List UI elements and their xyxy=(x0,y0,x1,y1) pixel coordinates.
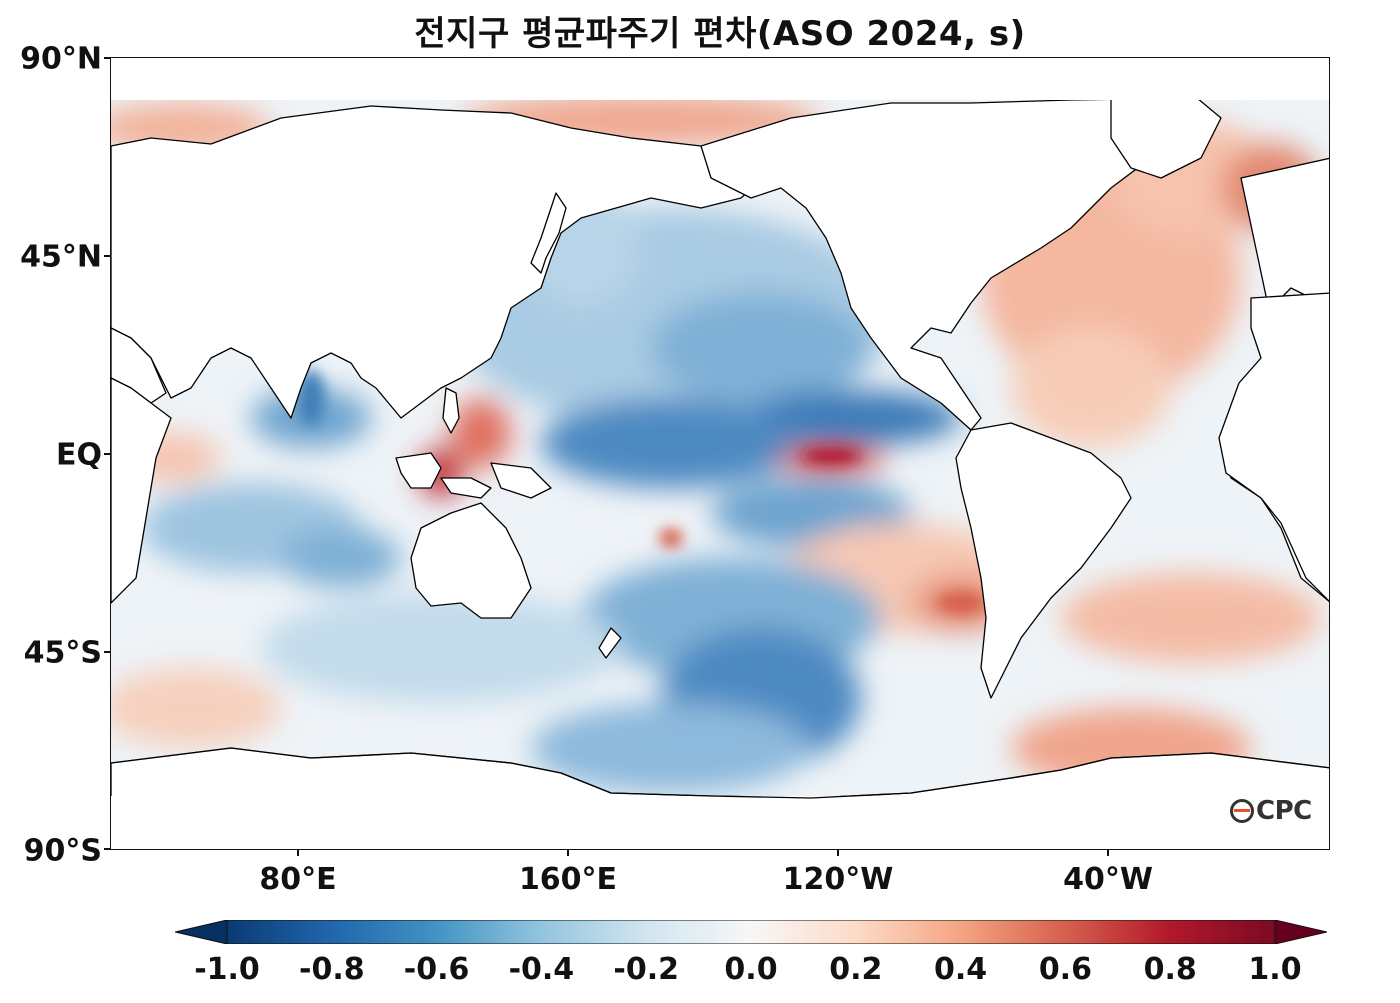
colorbar-tick-label: 0.2 xyxy=(829,952,883,987)
anomaly-field xyxy=(111,100,1329,796)
colorbar-extend-max xyxy=(1274,920,1327,944)
ocpc-logo-text: CPC xyxy=(1256,796,1312,826)
colorbar-gradient xyxy=(226,920,1276,944)
colorbar-tick-label: 0.0 xyxy=(724,952,778,987)
lon-tick-mark xyxy=(1107,850,1109,856)
lat-tick-90n: 90°N xyxy=(20,41,102,77)
colorbar-tick-label: -0.4 xyxy=(508,952,575,987)
lon-tick-160e: 160°E xyxy=(518,862,618,897)
colorbar-tick-label: 0.6 xyxy=(1038,952,1092,987)
lat-tick-mark xyxy=(104,255,110,257)
colorbar-tick-label: 1.0 xyxy=(1248,952,1302,987)
lat-tick-mark xyxy=(104,848,110,850)
colorbar-tick-label: -0.6 xyxy=(403,952,470,987)
map-title: 전지구 평균파주기 편차(ASO 2024, s) xyxy=(414,14,1026,54)
lat-tick-mark xyxy=(104,453,110,455)
antarctic-coastline xyxy=(111,747,1329,799)
map-panel xyxy=(110,57,1330,850)
colorbar-tick-label: -0.8 xyxy=(298,952,365,987)
colorbar-tick-label: -0.2 xyxy=(613,952,679,987)
lat-tick-45n: 45°N xyxy=(20,239,102,275)
colorbar-tick-label: 0.8 xyxy=(1143,952,1197,987)
colorbar-tick-label: 0.4 xyxy=(934,952,988,987)
lon-tick-80e: 80°E xyxy=(259,862,337,897)
colorbar-tick-label: -1.0 xyxy=(194,952,260,987)
lat-tick-eq: EQ xyxy=(56,437,102,473)
lat-tick-mark xyxy=(104,57,110,59)
lat-tick-mark xyxy=(104,651,110,653)
ocpc-logo: CPC xyxy=(1230,796,1312,826)
ocpc-logo-mark-icon xyxy=(1230,799,1254,823)
no-data-band-south xyxy=(111,796,1329,849)
lat-tick-90s: 90°S xyxy=(23,833,102,869)
lon-tick-mark xyxy=(837,850,839,856)
colorbar xyxy=(175,920,1327,944)
lon-tick-120w: 120°W xyxy=(782,862,894,897)
lon-tick-40w: 40°W xyxy=(1063,862,1153,897)
no-data-band-north xyxy=(111,58,1329,100)
lon-tick-mark xyxy=(297,850,299,856)
lon-tick-mark xyxy=(567,850,569,856)
wave-period-anomaly-map xyxy=(111,58,1329,849)
colorbar-extend-min xyxy=(175,920,228,944)
lat-tick-45s: 45°S xyxy=(23,635,102,671)
